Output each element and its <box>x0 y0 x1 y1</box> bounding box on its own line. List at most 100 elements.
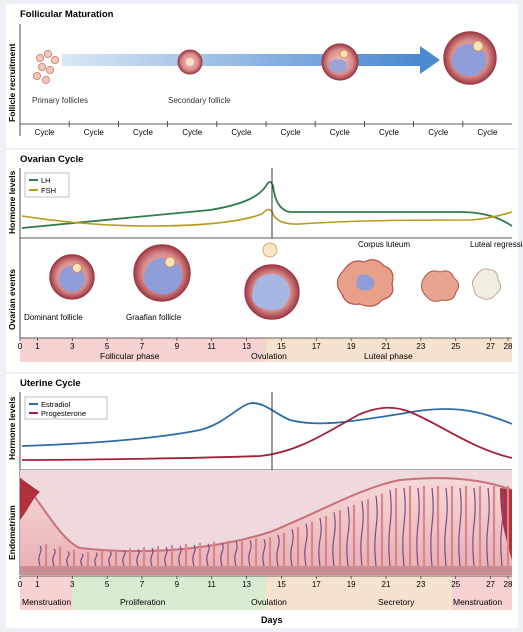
menstruation-band-2 <box>452 576 512 610</box>
day-tick-label: 21 <box>382 580 391 589</box>
day-tick-label: 17 <box>312 342 321 351</box>
day-tick-label: 19 <box>347 580 356 589</box>
spiral-artery <box>360 501 364 567</box>
primary-follicles-image <box>33 50 60 85</box>
cycle-label: Cycle <box>281 128 302 137</box>
ovulating-follicle-image <box>244 242 300 320</box>
arrow-head-icon <box>420 46 440 74</box>
regressing-corpus-luteum-image <box>420 270 460 302</box>
day-tick-label: 25 <box>451 580 460 589</box>
day-tick-label: 7 <box>140 342 145 351</box>
ovarian-panel <box>6 150 518 372</box>
uterine-day-axis: 0 1 3 5 7 9 11 13 15 17 19 21 23 25 27 28 <box>18 576 513 589</box>
luteal-regression-label: Luteal regression <box>470 240 523 249</box>
ovarian-events-label: Ovarian events <box>7 269 17 330</box>
secretory-band <box>266 576 452 610</box>
spiral-artery <box>248 540 252 567</box>
follicular-title: Follicular Maturation <box>20 9 114 20</box>
follicular-phase-band <box>20 338 266 362</box>
spiral-artery <box>220 542 224 567</box>
follicle-recruitment-label: Follicle recruitment <box>7 43 17 122</box>
spiral-artery <box>234 541 238 567</box>
day-tick-label: 28 <box>504 342 513 351</box>
fsh-curve <box>21 208 513 227</box>
spiral-artery <box>206 543 210 567</box>
legend-progesterone: Progesterone <box>41 409 86 418</box>
spiral-artery <box>416 487 420 567</box>
spiral-artery <box>80 553 84 567</box>
tertiary-follicle-image <box>321 43 359 81</box>
day-tick-label: 19 <box>347 342 356 351</box>
secretory-label: Secretory <box>378 597 415 607</box>
estradiol-curve <box>21 402 513 447</box>
menstruation-label-1: Menstruation <box>22 597 71 607</box>
spiral-artery <box>150 547 154 567</box>
dominant-follicle-label: Dominant follicle <box>24 313 83 322</box>
spiral-artery <box>94 552 98 567</box>
spiral-artery <box>136 548 140 567</box>
cycle-label: Cycle <box>35 128 56 137</box>
spiral-artery <box>486 487 490 567</box>
cycle-label: Cycle <box>477 128 498 137</box>
uterine-legend <box>24 396 108 420</box>
day-tick-label: 13 <box>242 342 251 351</box>
cycle-label: Cycle <box>330 128 351 137</box>
spiral-artery <box>444 487 448 567</box>
graafian-follicle-label: Graafian follicle <box>126 313 182 322</box>
cycle-label: Cycle <box>133 128 154 137</box>
cycle-label: Cycle <box>428 128 449 137</box>
proliferation-label: Proliferation <box>120 597 166 607</box>
ovulation-label-ovarian: Ovulation <box>251 351 287 361</box>
day-tick-label: 15 <box>277 342 286 351</box>
day-tick-label: 13 <box>242 580 251 589</box>
spiral-artery <box>122 550 126 567</box>
spiral-artery <box>66 551 70 567</box>
endometrium-label: Endometrium <box>7 505 17 560</box>
progesterone-curve <box>21 406 513 461</box>
cycle-label: Cycle <box>379 128 400 137</box>
day-tick-label: 21 <box>382 342 391 351</box>
cycle-label: Cycle <box>231 128 252 137</box>
spiral-artery <box>262 539 266 567</box>
follicular-panel <box>6 4 518 148</box>
legend-fsh: FSH <box>41 186 56 195</box>
days-label: Days <box>261 615 283 625</box>
spiral-artery <box>38 545 42 567</box>
uterine-title: Uterine Cycle <box>20 378 81 389</box>
day-tick-label: 27 <box>486 580 495 589</box>
spiral-artery <box>402 487 406 567</box>
spiral-artery <box>318 517 322 567</box>
corpus-albicans-image <box>471 268 502 300</box>
day-tick-label: 23 <box>416 580 425 589</box>
day-tick-label: 5 <box>105 580 110 589</box>
menstruation-band-1 <box>20 576 72 610</box>
day-tick-label: 9 <box>175 342 180 351</box>
ovulation-label-uterine: Ovulation <box>251 597 287 607</box>
cycle-label: Cycle <box>182 128 203 137</box>
spiral-artery <box>388 489 392 567</box>
spiral-artery <box>346 506 350 567</box>
ovarian-day-axis: 0 1 3 5 7 9 11 13 15 17 19 21 23 25 27 28 <box>18 338 513 351</box>
ovarian-title: Ovarian Cycle <box>20 154 83 165</box>
spiral-artery <box>458 487 462 567</box>
day-tick-label: 7 <box>140 580 145 589</box>
ovarian-hormone-label: Hormone levels <box>7 170 17 234</box>
legend-estradiol: Estradiol <box>41 400 71 409</box>
spiral-artery <box>290 529 294 567</box>
day-tick-label: 28 <box>504 580 513 589</box>
antral-follicle-image <box>443 31 497 85</box>
day-tick-label: 0 <box>18 342 23 351</box>
proliferation-band <box>72 576 266 610</box>
spiral-artery <box>332 512 336 567</box>
ovarian-legend <box>24 172 70 198</box>
day-tick-label: 17 <box>312 580 321 589</box>
spiral-artery <box>192 544 196 567</box>
day-tick-label: 23 <box>416 342 425 351</box>
corpus-luteum-image <box>336 259 394 307</box>
primary-follicles-text: Primary follicles <box>32 96 88 105</box>
spiral-artery <box>108 551 112 567</box>
corpus-luteum-label: Corpus luteum <box>358 240 410 249</box>
cycle-row: Cycle Cycle Cycle Cycle Cycle Cycle Cycle Cycle… <box>35 121 498 137</box>
day-tick-label: 1 <box>35 580 40 589</box>
